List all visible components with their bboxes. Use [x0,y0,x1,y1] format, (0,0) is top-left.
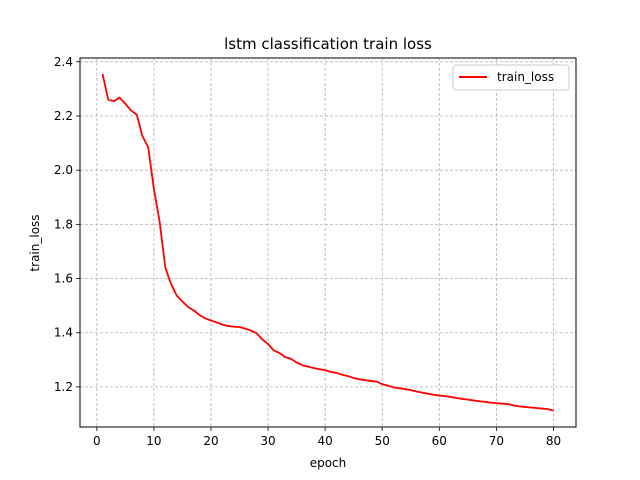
y-tick-label: 1.6 [54,272,73,286]
legend-box [452,64,570,91]
x-tick-label: 50 [375,434,390,448]
x-tick-label: 0 [93,434,101,448]
chart-title: lstm classification train loss [224,35,432,53]
grid [80,58,576,427]
y-tick-label: 1.2 [54,380,73,394]
x-tick-label: 30 [260,434,275,448]
legend: train_loss [452,64,570,91]
plot-frame [79,57,577,428]
x-tick-label: 20 [203,434,218,448]
x-axis: 0 10 20 30 40 50 60 70 80 [93,427,561,448]
x-tick-label: 10 [146,434,161,448]
y-tick-label: 2.2 [54,109,73,123]
x-tick-label: 70 [489,434,504,448]
plot-lines [101,73,554,412]
y-axis-label: train_loss [28,214,42,271]
legend-label: train_loss [497,70,554,84]
series-line-train_loss [101,73,554,412]
x-axis-label: epoch [310,456,347,470]
y-tick-label: 1.8 [54,217,73,231]
y-tick-label: 2.0 [54,163,73,177]
x-tick-label: 40 [318,434,333,448]
x-tick-label: 60 [432,434,447,448]
y-tick-label: 2.4 [54,55,73,69]
y-axis: 1.2 1.4 1.6 1.8 2.0 2.2 2.4 [54,55,80,394]
y-tick-label: 1.4 [54,326,73,340]
x-tick-label: 80 [546,434,561,448]
